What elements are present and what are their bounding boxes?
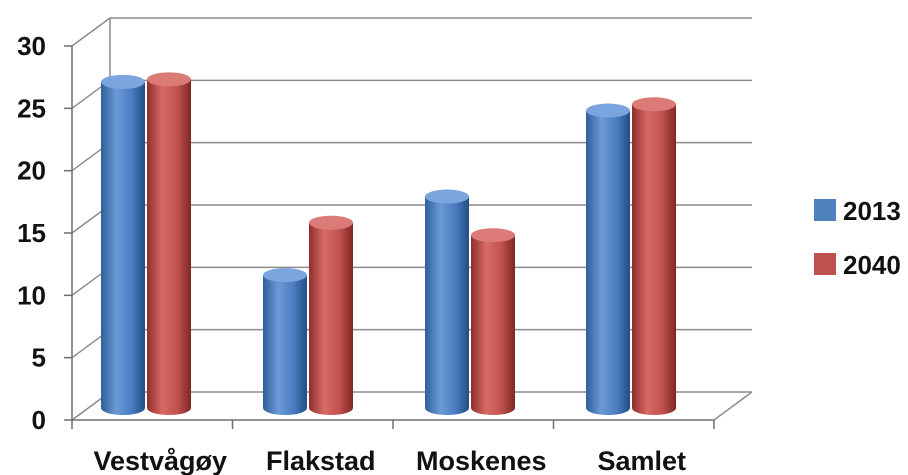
bar-2013-Moskenes (425, 189, 469, 415)
floor-edge (713, 391, 753, 421)
y-tick-label: 20 (17, 156, 46, 186)
y-tick-label: 25 (17, 93, 46, 123)
bar-2013-Vestvågøy (101, 74, 145, 415)
y-tick-label: 0 (32, 405, 46, 435)
legend-label-2040: 2040 (843, 250, 901, 280)
bar-2013-Flakstad (263, 268, 307, 415)
x-tick-label: Moskenes (416, 446, 547, 475)
y-tick-label: 30 (17, 31, 46, 61)
x-tick-label: Samlet (597, 446, 686, 475)
y-tick-label: 10 (17, 280, 46, 310)
side-wall-line (71, 17, 111, 47)
bar-2040-Samlet (632, 97, 676, 415)
y-tick-label: 15 (17, 218, 46, 248)
bar-2040-Flakstad (309, 215, 353, 415)
chart-legend: 2013 2040 (814, 196, 901, 280)
bar-2040-Vestvågøy (147, 72, 191, 415)
legend-swatch-2013 (814, 199, 836, 221)
x-tick-label: Flakstad (266, 446, 376, 475)
legend-swatch-2040 (814, 253, 836, 275)
x-tick-label: Vestvågøy (93, 446, 227, 475)
bar-2013-Samlet (586, 103, 630, 415)
y-tick-label: 5 (32, 343, 46, 373)
bar-2040-Moskenes (471, 228, 515, 415)
legend-label-2013: 2013 (843, 196, 901, 226)
chart-bars (101, 72, 676, 415)
